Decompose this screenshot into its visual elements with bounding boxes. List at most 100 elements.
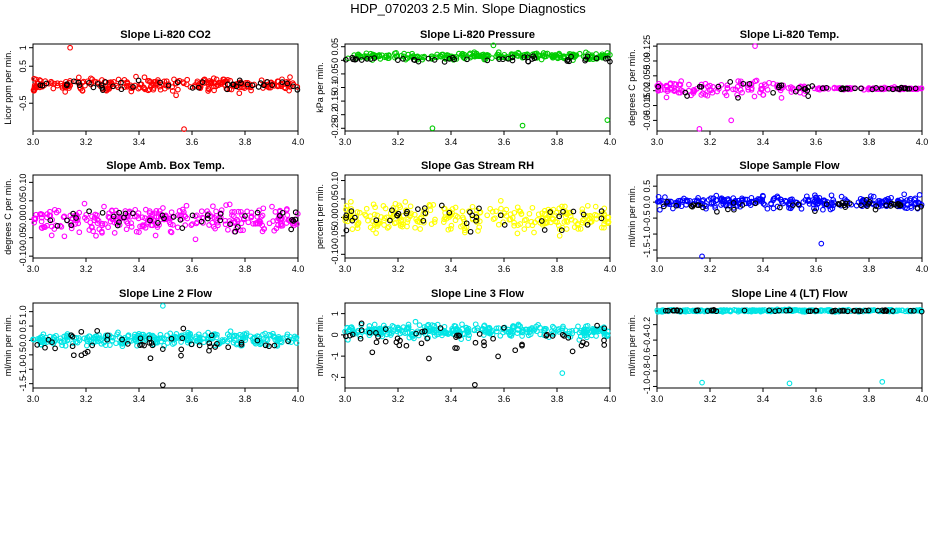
data-point: [54, 80, 61, 87]
data-point: [64, 81, 70, 87]
outlier-point: [604, 117, 611, 123]
data-point: [828, 192, 835, 199]
data-point: [541, 227, 548, 233]
data-point: [911, 201, 917, 207]
data-point: [146, 340, 153, 346]
data-point: [146, 208, 153, 214]
data-point: [200, 339, 207, 346]
data-point: [904, 86, 911, 92]
data-point: [543, 332, 550, 339]
data-point: [48, 232, 55, 239]
x-tick-label: 3.2: [392, 264, 405, 274]
x-tick-label: 3.4: [445, 394, 458, 404]
x-tick-label: 4.0: [916, 264, 929, 274]
data-point: [342, 206, 349, 213]
data-point: [839, 307, 846, 314]
data-point: [180, 80, 187, 87]
data-point: [159, 212, 166, 219]
data-point: [896, 307, 903, 314]
data-point: [560, 208, 566, 215]
data-point: [493, 325, 500, 332]
data-point: [284, 212, 291, 218]
data-point: [425, 334, 431, 341]
y-tick-label: -0.05: [330, 64, 340, 85]
data-point: [261, 225, 268, 232]
data-point: [290, 83, 296, 90]
data-point: [663, 94, 670, 101]
data-point: [787, 307, 793, 314]
data-point: [121, 214, 127, 221]
data-point: [865, 86, 872, 93]
data-point: [128, 220, 135, 226]
data-point: [869, 86, 876, 93]
data-point: [93, 232, 99, 239]
data-point: [370, 52, 377, 58]
y-tick-label: -1.5: [642, 242, 652, 258]
data-point: [796, 84, 802, 91]
data-point: [183, 202, 190, 209]
y-tick-label: 0: [330, 58, 340, 63]
data-point: [285, 338, 291, 344]
data-point: [179, 206, 186, 213]
data-point: [155, 220, 161, 226]
data-point: [863, 197, 870, 203]
data-point: [141, 223, 147, 229]
data-point: [777, 204, 783, 211]
data-point: [198, 218, 205, 225]
data-point: [686, 308, 693, 314]
data-point: [564, 58, 571, 64]
data-point: [394, 328, 400, 335]
data-point: [800, 307, 806, 314]
data-point: [416, 322, 423, 328]
data-point: [809, 83, 816, 89]
data-point: [525, 222, 531, 228]
y-tick-label: -0.05: [18, 227, 28, 248]
y-axis-label: ml/min per min.: [315, 315, 325, 377]
data-point: [465, 335, 472, 342]
data-point: [178, 352, 184, 359]
data-point: [217, 217, 224, 224]
data-point: [205, 81, 212, 87]
data-point: [387, 217, 393, 224]
data-point: [730, 86, 736, 93]
x-tick-label: 3.6: [810, 394, 823, 404]
panel-title: Slope Line 2 Flow: [119, 288, 212, 300]
data-point: [441, 216, 448, 223]
data-point: [264, 337, 271, 343]
data-point: [655, 83, 662, 90]
data-point: [557, 54, 564, 61]
data-point: [213, 334, 220, 341]
data-point: [823, 201, 830, 208]
data-point: [593, 55, 600, 62]
data-point: [159, 346, 166, 352]
data-point: [472, 339, 479, 346]
data-point: [258, 77, 265, 84]
data-point: [75, 74, 82, 81]
y-axis-label: ml/min per min.: [3, 315, 13, 377]
data-point: [577, 226, 584, 232]
data-point: [753, 197, 760, 204]
data-point: [102, 221, 108, 227]
data-point: [431, 57, 438, 63]
data-point: [89, 342, 96, 349]
x-tick-label: 3.2: [80, 394, 93, 404]
data-point: [785, 85, 792, 91]
data-point: [169, 88, 176, 94]
x-tick-label: 3.8: [239, 264, 252, 274]
data-point: [184, 76, 191, 83]
data-point: [69, 343, 76, 350]
y-tick-label: 0.5: [642, 180, 652, 193]
data-point: [475, 52, 482, 59]
data-point: [446, 56, 453, 62]
data-point: [458, 223, 464, 230]
data-point: [844, 308, 851, 315]
data-point: [371, 321, 378, 328]
data-point: [556, 205, 563, 212]
data-point: [604, 333, 610, 340]
data-point: [212, 344, 219, 350]
data-point: [130, 83, 136, 90]
data-point: [413, 330, 419, 337]
data-point: [400, 56, 406, 62]
x-tick-label: 3.2: [392, 137, 405, 147]
data-point: [733, 307, 740, 314]
